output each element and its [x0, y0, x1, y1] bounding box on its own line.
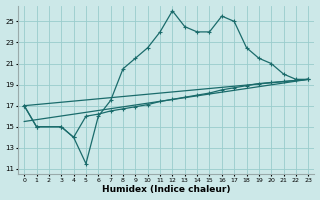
X-axis label: Humidex (Indice chaleur): Humidex (Indice chaleur) [102, 185, 230, 194]
